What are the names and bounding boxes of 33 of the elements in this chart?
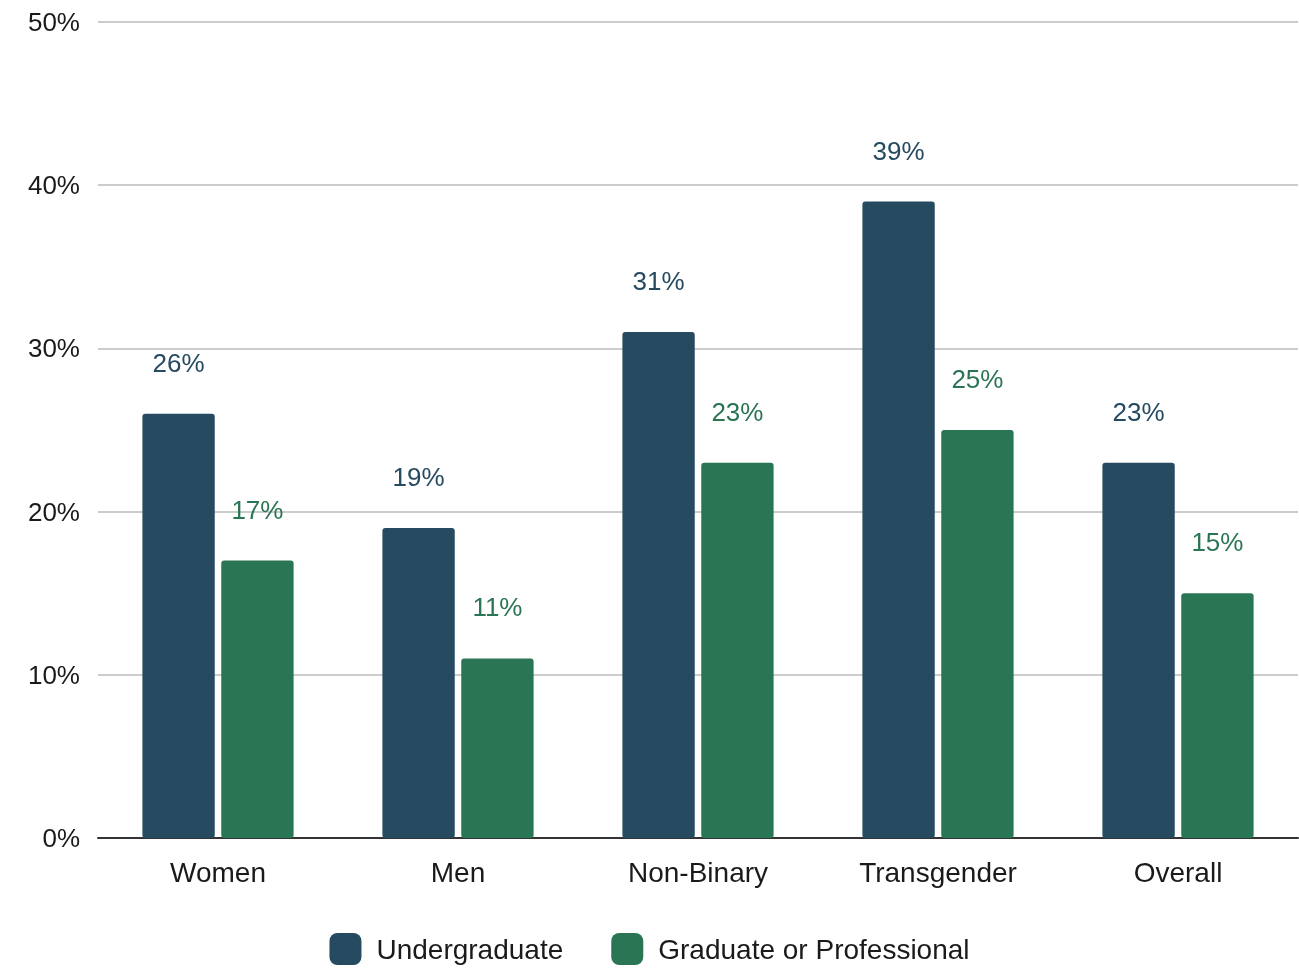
bar [941, 430, 1014, 838]
bar [862, 201, 935, 838]
data-label: 15% [1191, 527, 1244, 558]
data-label: 25% [951, 364, 1004, 394]
bar [142, 413, 215, 838]
bar [461, 658, 534, 838]
data-label: 31% [632, 266, 685, 297]
y-tick-label: 30% [27, 333, 80, 364]
bar [1102, 462, 1175, 838]
x-tick-label: Transgender [859, 856, 1017, 888]
y-tick-label: 50% [27, 7, 80, 37]
x-tick-label: Non-Binary [627, 856, 769, 888]
y-tick-label: 20% [27, 496, 80, 527]
y-tick-label: 40% [27, 170, 80, 201]
bar [1181, 593, 1254, 838]
data-label: 23% [1112, 396, 1165, 427]
data-label: 11% [472, 592, 523, 623]
bar [622, 332, 695, 838]
data-label: 39% [872, 135, 925, 166]
data-label: 23% [711, 396, 764, 427]
legend-label: Undergraduate [376, 933, 564, 965]
bar [701, 462, 774, 838]
legend-label: Graduate or Professional [658, 933, 970, 965]
data-label: 26% [152, 347, 205, 378]
x-tick-label: Overall [1133, 856, 1223, 888]
data-label: 17% [231, 494, 284, 525]
data-label: 19% [392, 461, 445, 492]
bar [382, 527, 455, 838]
y-tick-label: 0% [42, 823, 80, 853]
y-tick-label: 10% [27, 659, 80, 690]
bar [221, 560, 294, 838]
x-tick-label: Women [170, 856, 266, 888]
x-tick-label: Men [430, 856, 486, 888]
